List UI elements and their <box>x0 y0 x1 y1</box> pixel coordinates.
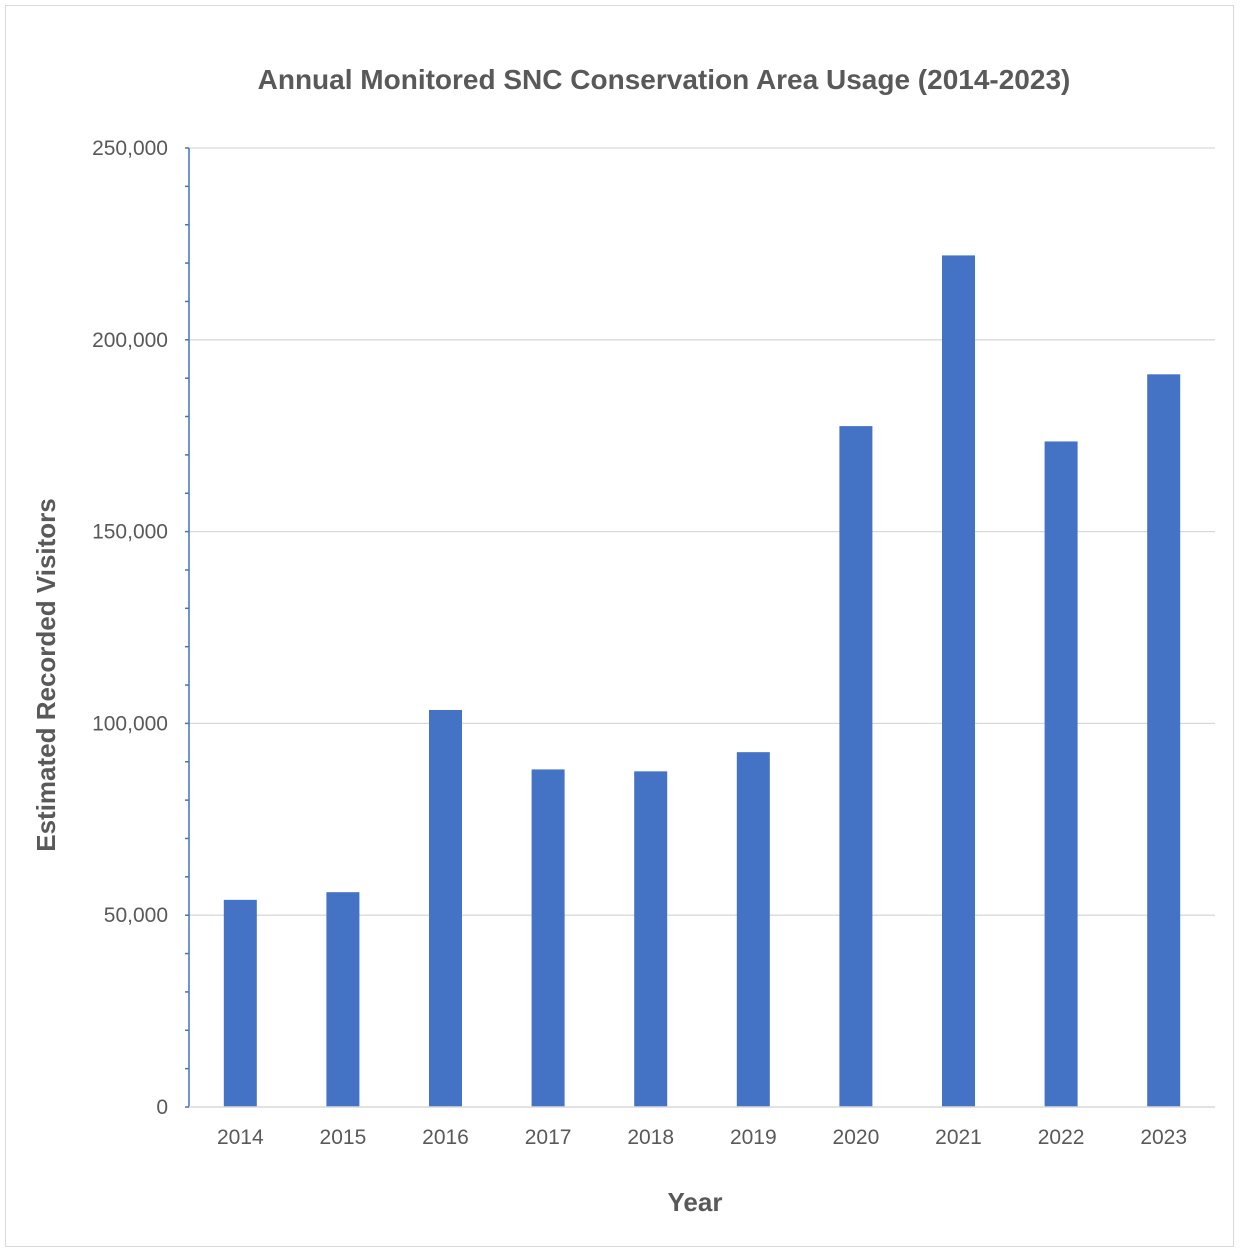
chart-title: Annual Monitored SNC Conservation Area U… <box>258 64 1071 95</box>
bar-2014 <box>223 899 257 1107</box>
y-tick-label: 100,000 <box>92 712 168 735</box>
y-tick-label: 50,000 <box>104 904 168 927</box>
bar-2022 <box>1044 441 1078 1108</box>
y-axis: 0 50,000 100,000 150,000 200,000 250,000 <box>92 137 190 1119</box>
y-tick-label: 250,000 <box>92 137 168 160</box>
x-axis-title: Year <box>668 1187 723 1217</box>
x-tick-label: 2023 <box>1140 1126 1187 1149</box>
x-tick-label: 2022 <box>1038 1126 1085 1149</box>
gridlines <box>189 147 1215 916</box>
y-tick-label: 150,000 <box>92 521 168 544</box>
x-tick-label: 2017 <box>525 1126 572 1149</box>
bar-2019 <box>736 752 770 1107</box>
bar-2023 <box>1147 374 1181 1108</box>
x-axis: 2014 2015 2016 2017 2018 2019 2020 2021 2022 2023 <box>189 1106 1215 1149</box>
bar-2020 <box>839 426 873 1107</box>
x-tick-label: 2020 <box>833 1126 880 1149</box>
x-tick-label: 2015 <box>320 1126 367 1149</box>
chart-frame <box>5 5 1234 1247</box>
x-tick-label: 2016 <box>422 1126 469 1149</box>
bar-2021 <box>942 255 975 1107</box>
x-tick-label: 2014 <box>217 1126 264 1149</box>
bar-2017 <box>531 769 565 1107</box>
bar-2016 <box>429 709 462 1107</box>
bar-2015 <box>326 892 360 1107</box>
y-axis-title: Estimated Recorded Visitors <box>31 498 61 852</box>
x-tick-label: 2018 <box>627 1126 674 1149</box>
x-tick-label: 2021 <box>935 1126 982 1149</box>
bar-2018 <box>634 771 668 1107</box>
y-tick-label: 0 <box>156 1096 168 1119</box>
bars <box>223 255 1181 1108</box>
y-tick-label: 200,000 <box>92 329 168 352</box>
x-tick-label: 2019 <box>730 1126 777 1149</box>
